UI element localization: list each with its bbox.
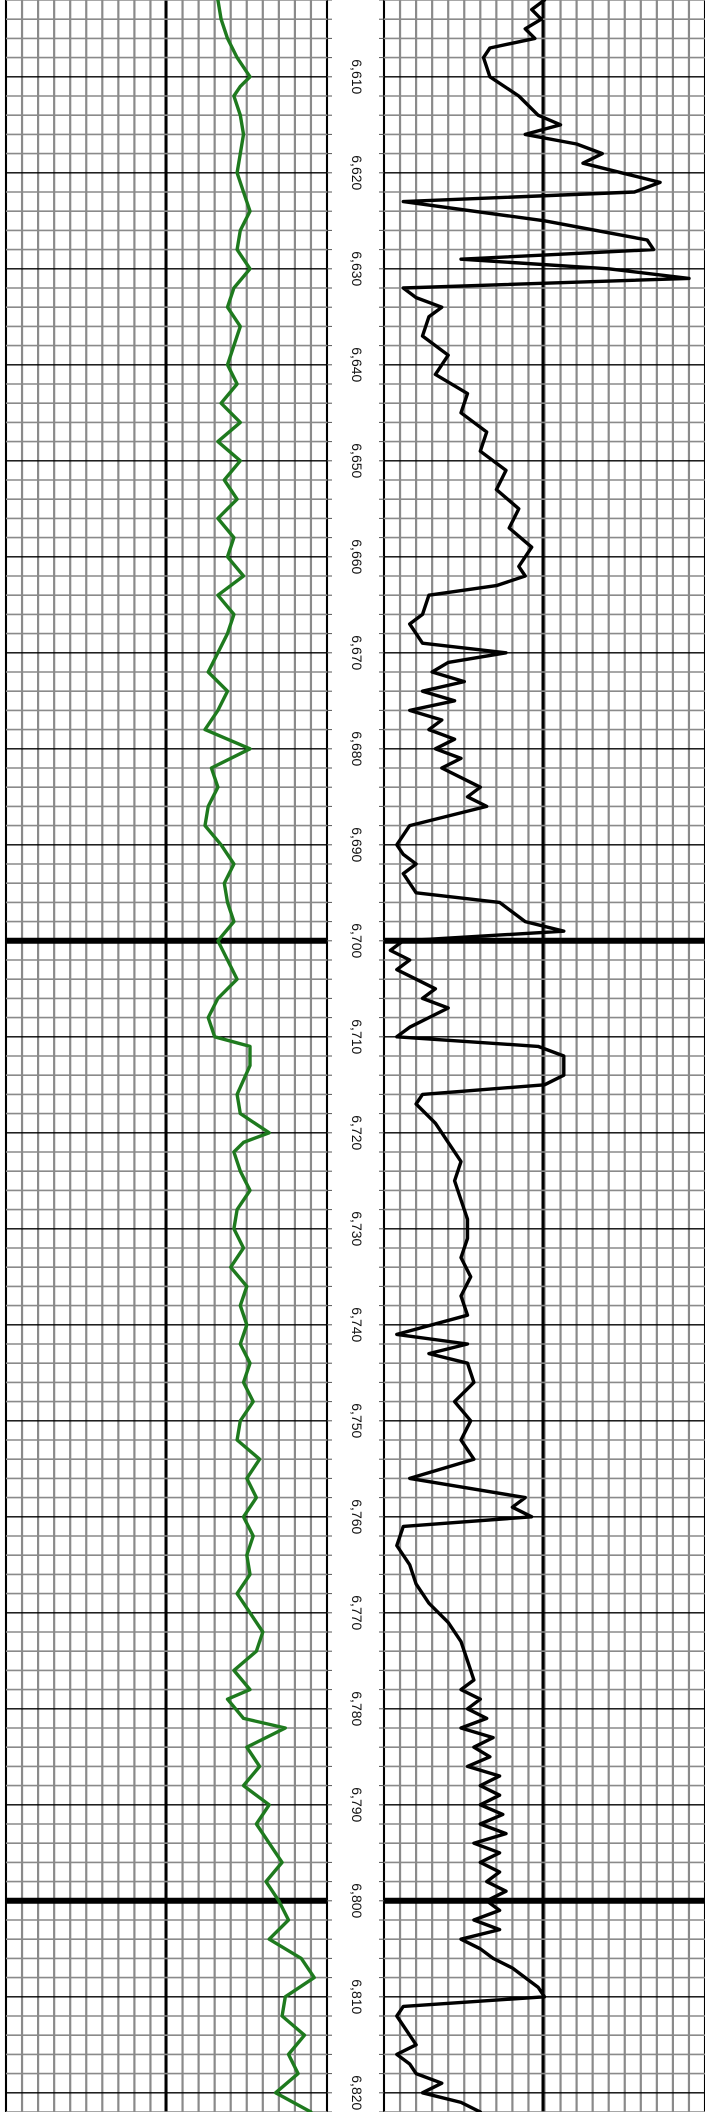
depth-tick-label: 6,690 bbox=[349, 827, 365, 862]
depth-tick-label: 6,660 bbox=[349, 539, 365, 574]
depth-tick-label: 6,650 bbox=[349, 443, 365, 478]
depth-track: 6,610 6,620 6,630 6,640 6,650 6,660 6,670 6,680… bbox=[327, 0, 384, 2112]
depth-tick-label: 6,710 bbox=[349, 1019, 365, 1054]
depth-tick-label: 6,720 bbox=[349, 1115, 365, 1150]
depth-tick-label: 6,750 bbox=[349, 1403, 365, 1438]
depth-tick-label: 6,610 bbox=[349, 59, 365, 94]
track-left-grid bbox=[4, 0, 329, 2112]
depth-tick-label: 6,770 bbox=[349, 1595, 365, 1630]
depth-tick-label: 6,800 bbox=[349, 1883, 365, 1918]
depth-tick-label: 6,670 bbox=[349, 635, 365, 670]
depth-tick-label: 6,820 bbox=[349, 2075, 365, 2110]
depth-tick-label: 6,630 bbox=[349, 251, 365, 286]
depth-tick-label: 6,730 bbox=[349, 1211, 365, 1246]
depth-tick-label: 6,810 bbox=[349, 1979, 365, 2014]
depth-tick-label: 6,760 bbox=[349, 1499, 365, 1534]
depth-tick-label: 6,780 bbox=[349, 1691, 365, 1726]
depth-tick-label: 6,790 bbox=[349, 1787, 365, 1822]
depth-tick-label: 6,700 bbox=[349, 923, 365, 958]
depth-tick-label: 6,680 bbox=[349, 731, 365, 766]
green-log-curve bbox=[203, 0, 316, 2112]
depth-tick-label: 6,620 bbox=[349, 155, 365, 190]
log-curves bbox=[203, 0, 691, 2112]
depth-tick-label: 6,740 bbox=[349, 1307, 365, 1342]
depth-tick-label: 6,640 bbox=[349, 347, 365, 382]
track-right-grid bbox=[382, 0, 705, 2112]
black-log-curve bbox=[388, 0, 691, 2112]
